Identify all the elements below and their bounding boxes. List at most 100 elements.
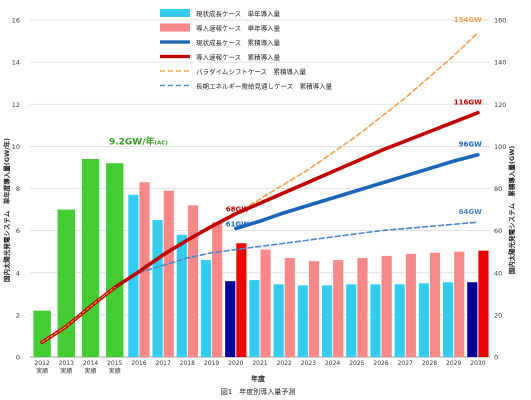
bar-current-case (225, 281, 236, 357)
bar-current-case (370, 284, 381, 357)
y-tick-right: 140 (494, 59, 506, 67)
y-axis-right-label: 国内太陽光発電システム 累積導入量(GW) (507, 146, 516, 275)
y-tick-left: 2 (16, 311, 20, 319)
lines (40, 31, 480, 345)
x-tick-label: 2025 (349, 360, 364, 367)
y-tick-right: 60 (494, 227, 502, 235)
line-current-case-cumulative (233, 153, 480, 231)
y-tick-right: 120 (494, 101, 506, 109)
bar-current-case (249, 280, 260, 357)
y-tick-right: 20 (494, 311, 502, 319)
bar-accelerated-case (308, 261, 320, 357)
x-tick-label: 2015 (107, 360, 122, 367)
bar-current-case (200, 260, 212, 357)
bar-current-case (443, 282, 454, 357)
bar-actual (106, 163, 124, 357)
line-long-term-outlook (138, 221, 479, 274)
x-tick-label: 2030 (470, 360, 485, 367)
x-tick-label: 2023 (301, 360, 316, 367)
bar-accelerated-case (212, 222, 223, 357)
x-tick-label: 2012 (34, 360, 49, 367)
annotation-label: 64GW (459, 208, 482, 216)
y-tick-left: 4 (16, 269, 20, 277)
annotations: 9.2GW/年(AC) 68GW 61GW 154GW 116GW 96GW 64GW (109, 16, 482, 228)
bar-current-case (176, 234, 187, 357)
legend-label: 導入速報ケース 累積導入量 (196, 53, 281, 62)
bar-current-case (297, 285, 308, 357)
annotation-label: 68GW (226, 206, 249, 214)
chart-caption: 図1 年度別導入量予測 (221, 387, 295, 396)
x-tick-label: 2029 (446, 360, 461, 367)
x-tick-label: 2022 (277, 360, 292, 367)
legend-label: 現状成長ケース 累積導入量 (196, 38, 281, 47)
y-tick-left: 10 (12, 143, 20, 151)
annotation-label: 154GW (454, 16, 482, 24)
annotation-suffix: (AC) (154, 140, 168, 146)
bar-accelerated-case (454, 251, 465, 357)
x-tick-label: 2021 (252, 360, 267, 367)
y-tick-left: 14 (12, 59, 20, 67)
bar-accelerated-case (478, 250, 489, 357)
y-tick-left: 12 (12, 101, 20, 109)
bar-accelerated-case (405, 253, 416, 357)
annotation-label: 96GW (459, 140, 482, 148)
bar-current-case (418, 283, 429, 357)
bar-current-case (273, 284, 284, 357)
x-tick-sublabel: 実績 (85, 367, 97, 375)
x-tick-label: 2017 (156, 360, 171, 367)
y-tick-right: 160 (494, 17, 506, 25)
bar-accelerated-case (284, 258, 295, 357)
x-axis-label: 年度 (251, 374, 266, 383)
x-tick-label: 2024 (325, 360, 340, 367)
line-actual-dashed (41, 286, 116, 343)
legend-label: 導入速報ケース 単年導入量 (196, 24, 281, 33)
bar-current-case (152, 220, 163, 357)
annotation-label: 116GW (454, 98, 482, 106)
bar-accelerated-case (163, 190, 174, 357)
bar-accelerated-case (381, 255, 392, 357)
x-tick-label: 2013 (59, 360, 74, 367)
bar-accelerated-case (187, 205, 199, 357)
x-tick-label: 2014 (83, 360, 98, 367)
y-axis-right: 0 20 40 60 80 100 120 140 160 (494, 17, 506, 362)
bar-current-case (394, 284, 405, 357)
y-tick-right: 40 (494, 269, 502, 277)
bars (33, 159, 489, 357)
legend-swatch (160, 9, 190, 17)
y-axis-left: 0 2 4 6 8 10 12 14 16 (12, 17, 20, 362)
bar-accelerated-case (236, 243, 247, 357)
x-tick-label: 2019 (204, 360, 219, 367)
bar-accelerated-case (260, 249, 271, 357)
y-axis-left-label: 国内太陽光発電システム 単年度導入量(GW/年) (2, 138, 11, 282)
legend-label: 現状成長ケース 単年導入量 (196, 9, 281, 18)
x-tick-sublabel: 実績 (60, 367, 72, 375)
y-tick-right: 80 (494, 185, 502, 193)
y-tick-left: 8 (16, 185, 20, 193)
bar-current-case (321, 285, 333, 357)
y-tick-right: 100 (494, 143, 506, 151)
bar-current-case (346, 284, 357, 357)
bar-accelerated-case (429, 252, 441, 357)
bar-current-case (467, 282, 478, 357)
y-tick-left: 6 (16, 227, 20, 235)
x-tick-label: 2027 (398, 360, 413, 367)
legend-label: 長期エネルギー需給見通しケース 累積導入量 (196, 82, 333, 91)
bar-actual (81, 159, 100, 357)
line-paradigm-shift (234, 31, 479, 215)
bar-accelerated-case (357, 258, 368, 357)
x-tick-label: 2028 (422, 360, 437, 367)
x-tick-sublabel: 実績 (36, 367, 48, 375)
legend-label: パラダイムシフトケース 累積導入量 (196, 67, 307, 76)
y-tick-left: 0 (16, 354, 20, 362)
y-tick-left: 16 (12, 17, 20, 25)
x-tick-label: 2026 (373, 360, 388, 367)
x-tick-sublabel: 実績 (109, 367, 121, 375)
x-tick-label: 2018 (180, 360, 195, 367)
x-tick-label: 2016 (131, 360, 146, 367)
legend-swatch (160, 23, 190, 32)
annotation-label: 61GW (226, 220, 249, 228)
x-tick-label: 2020 (228, 360, 243, 367)
